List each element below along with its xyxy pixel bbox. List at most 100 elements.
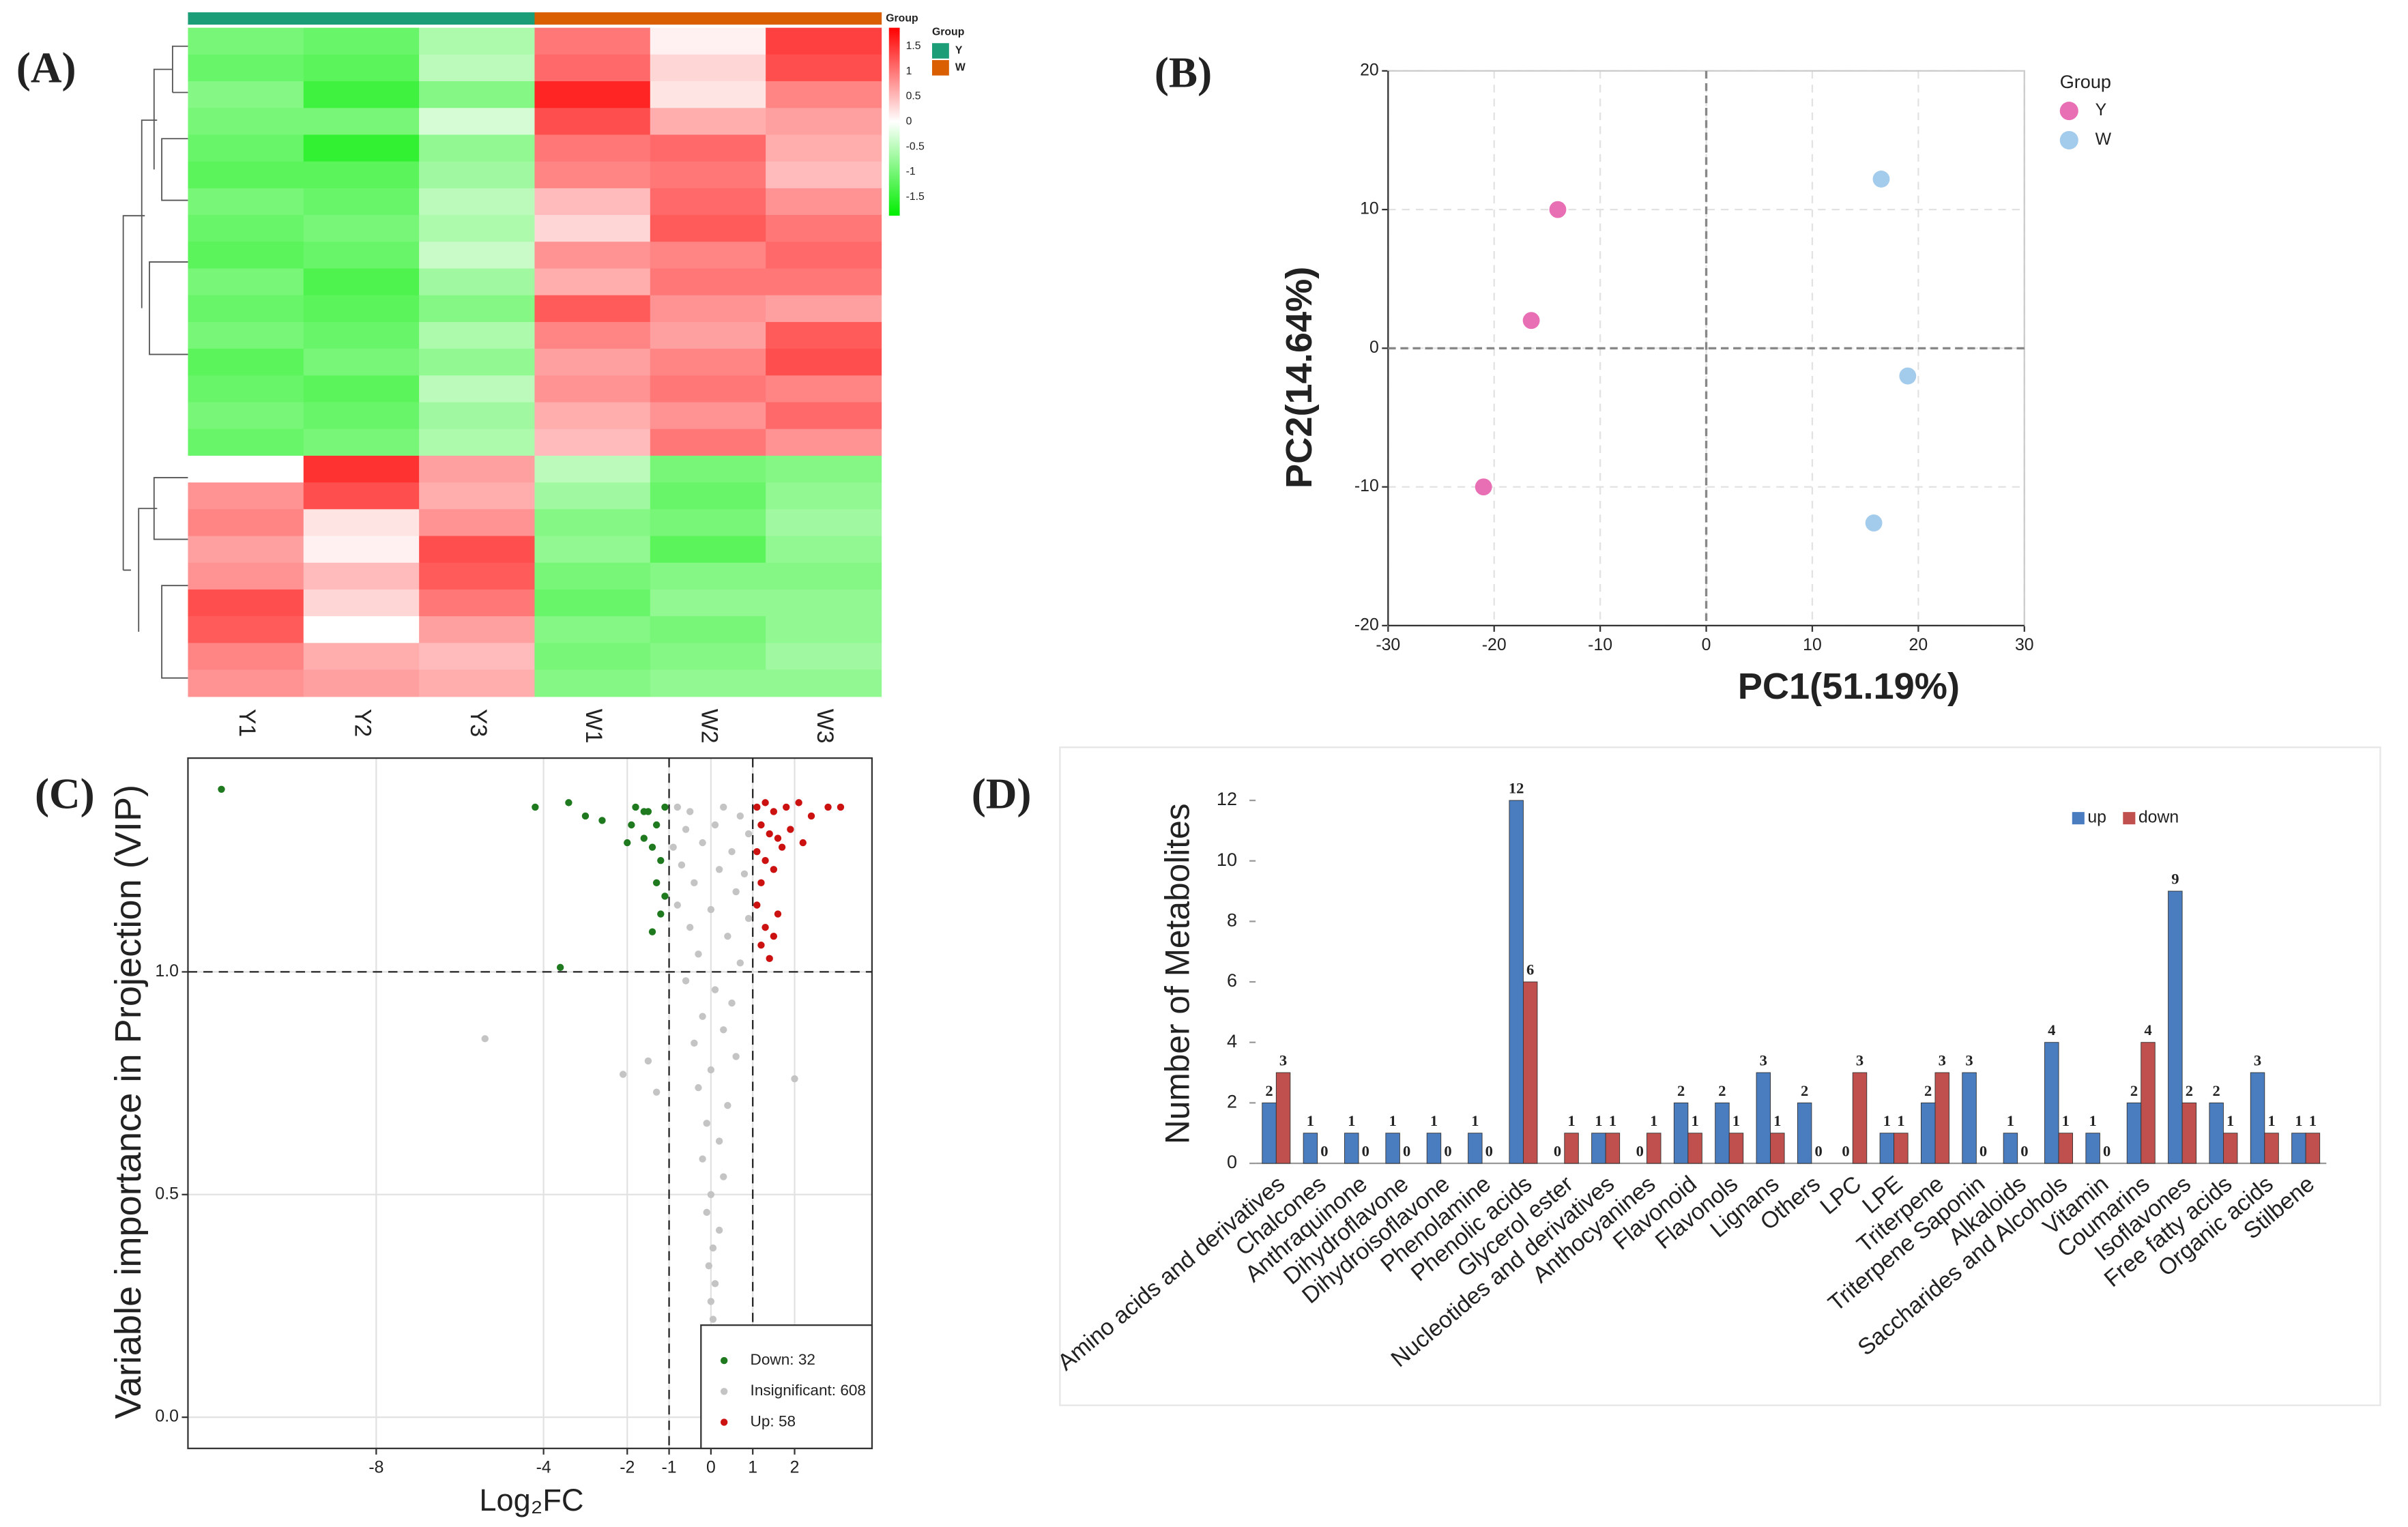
heatmap-cell — [650, 589, 766, 617]
legend-title: Group — [932, 27, 964, 38]
heatmap-cell — [650, 215, 766, 242]
group-bar — [419, 12, 536, 25]
point — [783, 803, 790, 811]
heatmap-cell — [188, 643, 304, 671]
bar — [1385, 1133, 1400, 1164]
bar — [2222, 1133, 2238, 1164]
legend-swatch — [2123, 812, 2136, 825]
legend-swatch — [931, 43, 949, 59]
data-label: 1 — [1732, 1112, 1740, 1129]
point — [807, 812, 815, 820]
y-axis-label: PC2(14.64%) — [1279, 267, 1320, 489]
heatmap-cell — [766, 321, 882, 349]
point — [556, 963, 564, 972]
point — [766, 955, 773, 963]
heatmap-cell — [650, 321, 766, 349]
bar — [1756, 1072, 1771, 1164]
heatmap-cell — [303, 509, 420, 537]
point — [652, 879, 661, 887]
point — [732, 888, 740, 896]
heatmap-cell — [650, 669, 766, 697]
point — [753, 803, 761, 811]
heatmap-cell — [534, 375, 651, 403]
point — [673, 901, 682, 909]
bar — [2264, 1133, 2279, 1164]
bar — [2141, 1042, 2156, 1164]
heatmap-cell — [766, 27, 882, 55]
heatmap-cell — [419, 134, 536, 162]
legend-label: W — [955, 62, 966, 74]
legend-swatch — [931, 60, 949, 76]
data-label: 1 — [1883, 1112, 1891, 1129]
data-label: 3 — [1760, 1051, 1767, 1068]
data-label: 0 — [1979, 1142, 1987, 1159]
bar — [1426, 1133, 1442, 1164]
point — [709, 1315, 717, 1323]
x-tick-label: LPC — [1815, 1171, 1866, 1219]
data-label: 1 — [1773, 1112, 1781, 1129]
heatmap-cell — [534, 161, 651, 189]
heatmap-cell — [188, 589, 304, 617]
bar — [2168, 890, 2183, 1164]
heatmap-cell — [188, 349, 304, 376]
heatmap-cell — [303, 536, 420, 564]
heatmap-cell — [303, 455, 420, 483]
heatmap-cell — [766, 562, 882, 590]
heatmap-cell — [419, 428, 536, 456]
data-label: 1 — [2267, 1112, 2275, 1129]
point — [770, 932, 778, 940]
heatmap-cell — [188, 215, 304, 242]
data-label: 1 — [1609, 1112, 1616, 1129]
point — [598, 817, 606, 824]
heatmap-cell — [419, 268, 536, 296]
point — [695, 1084, 702, 1092]
heatmap-cell — [534, 321, 651, 349]
bar — [2250, 1072, 2265, 1164]
heatmap-cell — [650, 402, 766, 430]
data-label: 4 — [2144, 1021, 2151, 1038]
heatmap-cell — [650, 242, 766, 270]
heatmap-cell — [534, 54, 651, 82]
heatmap-cell — [419, 349, 536, 376]
heatmap-cell — [650, 509, 766, 537]
heatmap-cell — [650, 455, 766, 483]
point — [720, 803, 727, 811]
y-tick-label: 6 — [1227, 970, 1237, 991]
data-label: 1 — [1471, 1112, 1479, 1129]
colorbar-tick-label: 1 — [906, 66, 912, 77]
point — [720, 1026, 727, 1034]
bar — [1564, 1133, 1579, 1164]
colorbar-tick-label: -0.5 — [906, 141, 925, 152]
heatmap-cell — [303, 188, 420, 216]
group-bar — [303, 12, 420, 25]
heatmap-cell — [766, 134, 882, 162]
heatmap-cell — [534, 108, 651, 136]
heatmap-cell — [534, 81, 651, 108]
point — [669, 843, 677, 851]
point — [757, 942, 765, 949]
x-tick-label: -2 — [620, 1459, 635, 1477]
heatmap-cell — [766, 616, 882, 644]
point — [770, 808, 778, 815]
point — [682, 826, 690, 833]
colorbar-title: Group — [886, 12, 918, 24]
heatmap-cell — [303, 27, 420, 55]
heatmap-cell — [188, 295, 304, 323]
legend-marker — [720, 1388, 728, 1395]
heatmap-cell — [303, 161, 420, 189]
bar — [1647, 1133, 1662, 1164]
plot-frame — [187, 757, 873, 1449]
point — [707, 1191, 715, 1198]
point — [715, 866, 723, 873]
data-label: 1 — [1595, 1112, 1602, 1129]
bar — [1728, 1133, 1744, 1164]
heatmap-cell — [650, 349, 766, 376]
heatmap-cell — [188, 375, 304, 403]
heatmap-cell — [650, 108, 766, 136]
heatmap-cell — [419, 81, 536, 108]
panel-label: (D) — [972, 770, 1032, 817]
heatmap-cell — [419, 242, 536, 270]
dendrogram — [122, 45, 188, 679]
heatmap-cell — [534, 536, 651, 564]
